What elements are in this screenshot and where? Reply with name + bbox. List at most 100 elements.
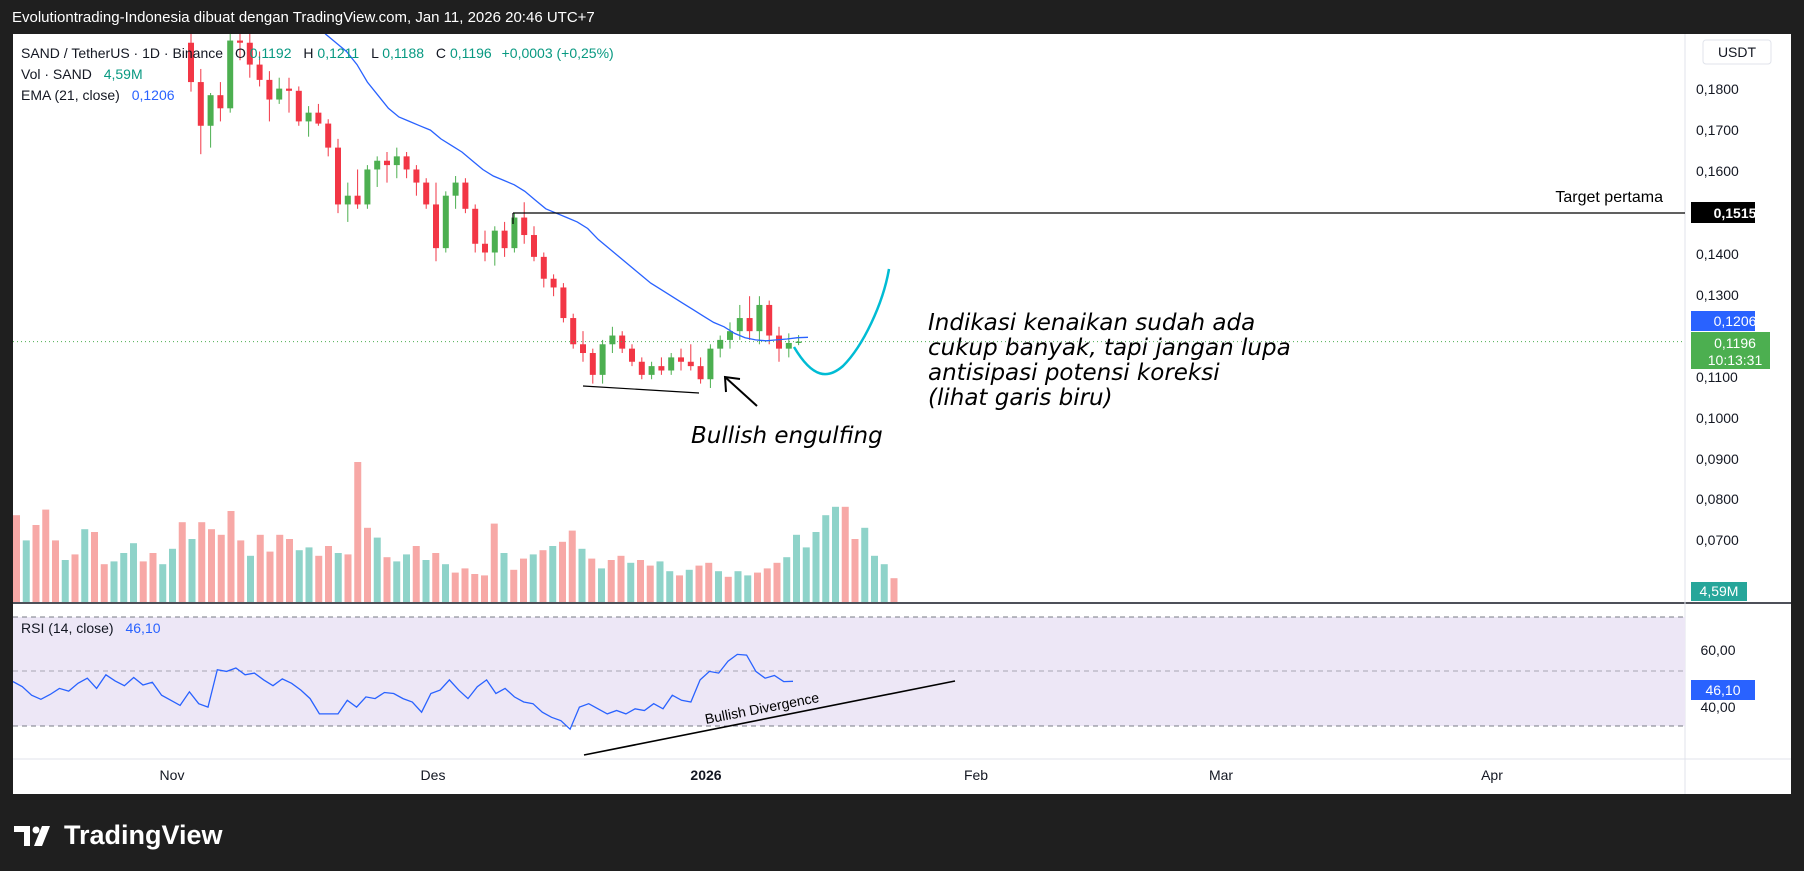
countdown-text: 10:13:31 xyxy=(1708,352,1763,368)
volume-bar xyxy=(42,509,50,602)
ema-price-tag-text: 0,1206 xyxy=(1714,313,1757,329)
legend-rsi: RSI (14, close) 46,10 xyxy=(21,620,161,636)
volume-bar xyxy=(256,534,264,602)
candle-body xyxy=(678,357,684,362)
price-tick: 0,1800 xyxy=(1696,81,1739,97)
candle-body xyxy=(413,169,420,183)
volume-bar xyxy=(763,568,771,602)
volume-bar xyxy=(734,571,742,602)
time-label: Apr xyxy=(1481,767,1503,783)
candle-body xyxy=(305,112,312,122)
price-tick: 0,0900 xyxy=(1696,451,1739,467)
candle-body xyxy=(442,195,449,249)
current-price-tag xyxy=(1691,332,1770,369)
volume-bar xyxy=(578,548,586,602)
currency-button[interactable] xyxy=(1702,39,1772,65)
candle-body xyxy=(207,95,214,126)
volume-tag xyxy=(1691,582,1747,601)
current-price-tag-text: 0,1196 xyxy=(1714,335,1756,351)
candle-body xyxy=(472,208,479,244)
volume-bar xyxy=(851,539,859,602)
tradingview-logo[interactable]: TradingView xyxy=(14,820,223,851)
volume-bar xyxy=(247,555,254,602)
volume-bar xyxy=(500,553,508,602)
price-low-trendline[interactable] xyxy=(582,385,700,394)
engulfing-arrow[interactable] xyxy=(724,376,758,407)
candle-body xyxy=(393,156,400,166)
ema-price-tag xyxy=(1691,311,1755,331)
candle-body xyxy=(550,278,557,288)
volume-bar xyxy=(715,571,722,602)
volume-bar xyxy=(237,540,245,602)
volume-bar xyxy=(266,551,274,602)
bullish-engulfing-label: Bullish engulfing xyxy=(691,423,883,449)
volume-bar xyxy=(744,575,752,602)
volume-bar xyxy=(627,562,635,602)
candle-body xyxy=(452,182,459,196)
legend-symbol: SAND / TetherUS · 1D · Binance xyxy=(21,45,223,61)
legend-ema-value: 0,1206 xyxy=(132,87,175,103)
header-caption: Evolutiontrading-Indonesia dibuat dengan… xyxy=(12,9,595,26)
legend-change: +0,0003 (+0,25%) xyxy=(502,45,614,61)
candle-body xyxy=(795,341,802,343)
candle-body xyxy=(785,342,792,349)
candle-body xyxy=(717,339,724,349)
price-tick: 0,0800 xyxy=(1696,491,1739,507)
volume-tag-text: 4,59M xyxy=(1700,583,1739,599)
note-line: cukup banyak, tapi jangan lupa xyxy=(928,335,1291,361)
volume-bars xyxy=(13,462,898,602)
candle-body xyxy=(531,235,537,257)
volume-bar xyxy=(705,562,713,602)
volume-bar xyxy=(812,532,820,602)
time-axis[interactable]: Nov Des 2026 Feb Mar Apr xyxy=(160,767,1504,783)
rsi-line[interactable] xyxy=(13,653,794,731)
volume-bar xyxy=(520,558,527,602)
volume-bar xyxy=(656,561,664,602)
candle-body xyxy=(736,318,743,332)
rsi-tick: 60,00 xyxy=(1700,642,1735,658)
ema-line[interactable] xyxy=(315,34,809,342)
candle-body xyxy=(335,147,341,205)
volume-bar xyxy=(607,560,615,602)
legend-volume: Vol · SAND 4,59M xyxy=(21,66,143,82)
legend-ema-label: EMA (21, close) xyxy=(21,87,120,103)
candle-body xyxy=(364,169,371,205)
volume-bar xyxy=(685,569,693,602)
volume-bar xyxy=(344,554,352,602)
projection-curve[interactable] xyxy=(792,268,891,376)
volume-bar xyxy=(61,560,69,602)
volume-bar xyxy=(529,554,537,602)
candle-body xyxy=(501,230,508,249)
candle-body xyxy=(638,361,645,375)
volume-bar xyxy=(461,568,469,602)
volume-bar xyxy=(871,555,878,602)
volume-bar xyxy=(802,547,810,602)
rsi-tick: 40,00 xyxy=(1700,699,1735,715)
volume-bar xyxy=(295,550,303,602)
volume-bar xyxy=(754,572,761,602)
tradingview-brand: TradingView xyxy=(64,820,223,850)
candle-body xyxy=(570,318,577,345)
volume-bar xyxy=(559,541,566,602)
volume-bar xyxy=(217,534,225,602)
volume-bar xyxy=(841,506,849,602)
volume-bar xyxy=(646,565,654,602)
candle-body xyxy=(491,230,498,253)
target-price-tag xyxy=(1691,202,1755,223)
volume-bar xyxy=(890,578,898,602)
legend-rsi-value: 46,10 xyxy=(125,620,160,636)
candle-body xyxy=(521,217,528,236)
time-label: Nov xyxy=(160,767,185,783)
candle-body xyxy=(540,256,547,279)
legend-ema: EMA (21, close) 0,1206 xyxy=(21,87,175,103)
chart-frame[interactable]: Target pertama Bullish engulfing Indikas… xyxy=(13,34,1791,794)
target-label: Target pertama xyxy=(1555,189,1663,206)
volume-bar xyxy=(793,534,800,602)
chart-svg[interactable]: Target pertama Bullish engulfing Indikas… xyxy=(13,34,1791,794)
volume-bar xyxy=(695,565,703,602)
candle-body xyxy=(295,90,302,122)
rsi-divergence-line[interactable] xyxy=(583,680,956,756)
price-axis[interactable]: USDT 0,1800 0,1700 0,1600 0,1400 0,1300 … xyxy=(1691,39,1772,715)
engulfing-arrowhead xyxy=(723,375,741,393)
candle-body xyxy=(217,95,224,109)
